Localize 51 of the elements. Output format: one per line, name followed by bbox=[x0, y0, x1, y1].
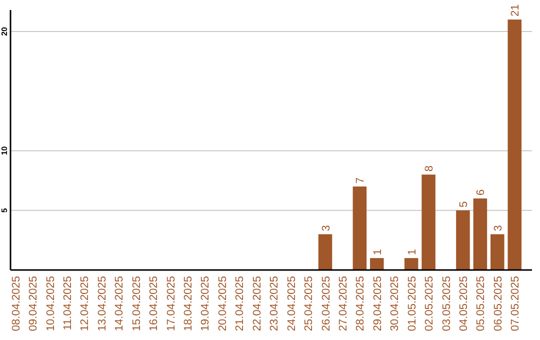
data-label: 6 bbox=[475, 189, 488, 196]
x-tick-label: 13.04.2025 bbox=[96, 276, 108, 332]
data-label: 8 bbox=[424, 165, 436, 172]
data-label: 5 bbox=[458, 201, 470, 208]
bar bbox=[490, 234, 504, 270]
bar bbox=[318, 234, 332, 270]
y-tick-label: 10 bbox=[0, 146, 9, 156]
x-tick-label: 03.05.2025 bbox=[440, 276, 453, 332]
data-label: 3 bbox=[492, 225, 504, 232]
bar bbox=[370, 258, 384, 270]
x-tick-label: 23.04.2025 bbox=[268, 276, 281, 332]
x-tick-label: 25.04.2025 bbox=[303, 276, 316, 332]
bar bbox=[456, 210, 470, 270]
x-tick-label: 10.04.2025 bbox=[44, 276, 57, 332]
bar bbox=[508, 20, 522, 270]
x-tick-label: 27.04.2025 bbox=[337, 276, 350, 332]
x-tick-label: 05.05.2025 bbox=[475, 276, 488, 332]
x-tick-label: 28.04.2025 bbox=[354, 276, 367, 332]
x-tick-label: 19.04.2025 bbox=[200, 276, 212, 332]
bar bbox=[422, 174, 436, 270]
y-tick-label: 20 bbox=[0, 26, 9, 36]
x-tick-label: 06.05.2025 bbox=[492, 276, 504, 332]
data-label: 1 bbox=[406, 248, 418, 256]
x-tick-label: 26.04.2025 bbox=[320, 276, 332, 332]
x-tick-label: 16.04.2025 bbox=[148, 276, 160, 332]
data-label: 3 bbox=[320, 225, 332, 232]
x-tick-label: 24.04.2025 bbox=[286, 276, 298, 332]
data-label: 7 bbox=[354, 177, 367, 184]
x-tick-label: 08.04.2025 bbox=[10, 276, 22, 332]
bar bbox=[404, 258, 418, 270]
x-tick-label: 14.04.2025 bbox=[114, 276, 126, 332]
x-tick-label: 02.05.2025 bbox=[424, 276, 436, 332]
data-label: 21 bbox=[510, 4, 522, 17]
x-tick-label: 21.04.2025 bbox=[234, 276, 246, 332]
bar bbox=[473, 198, 488, 270]
x-tick-label: 18.04.2025 bbox=[182, 276, 195, 332]
x-tick-label: 30.04.2025 bbox=[389, 276, 402, 332]
x-tick-label: 15.04.2025 bbox=[130, 276, 143, 332]
x-tick-label: 12.04.2025 bbox=[79, 276, 92, 332]
x-tick-label: 17.04.2025 bbox=[165, 276, 178, 332]
bar bbox=[352, 186, 367, 270]
x-tick-label: 01.05.2025 bbox=[406, 276, 418, 332]
data-label: 1 bbox=[372, 248, 384, 256]
y-tick-label: 5 bbox=[0, 208, 9, 213]
x-tick-label: 22.04.2025 bbox=[251, 276, 264, 332]
x-tick-label: 07.05.2025 bbox=[510, 276, 522, 332]
x-tick-label: 29.04.2025 bbox=[372, 276, 384, 332]
x-tick-label: 11.04.2025 bbox=[62, 276, 74, 330]
x-tick-label: 09.04.2025 bbox=[28, 276, 40, 332]
x-tick-label: 20.04.2025 bbox=[216, 276, 229, 332]
x-tick-label: 04.05.2025 bbox=[458, 276, 470, 332]
